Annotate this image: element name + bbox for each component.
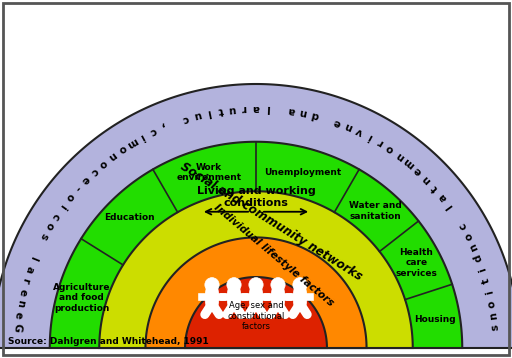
Text: i: i [478, 266, 488, 272]
Text: i: i [138, 131, 146, 142]
Text: s: s [37, 232, 49, 242]
Text: n: n [394, 150, 406, 162]
Polygon shape [50, 142, 462, 348]
Text: a: a [252, 103, 260, 113]
Text: a: a [287, 105, 296, 116]
Text: c: c [88, 165, 99, 177]
Text: l: l [28, 255, 39, 262]
Text: o: o [63, 191, 76, 203]
Text: i: i [57, 202, 67, 211]
Text: o: o [97, 157, 109, 169]
Text: l: l [206, 107, 211, 118]
Text: r: r [20, 277, 31, 284]
Text: e: e [17, 287, 28, 296]
Text: Individual lifestyle factors: Individual lifestyle factors [212, 203, 336, 308]
Polygon shape [0, 84, 512, 348]
Text: u: u [193, 110, 202, 121]
Text: m: m [402, 156, 417, 170]
Text: Social and community networks: Social and community networks [178, 160, 364, 283]
Text: d: d [310, 110, 319, 121]
Circle shape [249, 277, 263, 292]
Circle shape [227, 277, 241, 292]
Text: u: u [228, 104, 237, 115]
Text: o: o [116, 143, 127, 155]
Text: s: s [490, 324, 500, 330]
Text: n: n [343, 120, 354, 132]
Text: t: t [217, 105, 224, 116]
Text: Work
environment: Work environment [177, 163, 242, 182]
Text: i: i [366, 131, 374, 142]
Text: o: o [486, 299, 498, 308]
Text: Source: Dahlgren and Whitehead, 1991: Source: Dahlgren and Whitehead, 1991 [8, 337, 209, 346]
Text: Education: Education [104, 213, 155, 222]
Text: d: d [473, 253, 485, 263]
Polygon shape [145, 237, 367, 348]
Text: G: G [11, 323, 22, 332]
Text: o: o [43, 221, 55, 232]
Text: n: n [14, 299, 26, 308]
Text: v: v [354, 125, 365, 137]
Text: n: n [468, 242, 480, 253]
Text: l: l [266, 103, 270, 113]
Circle shape [271, 277, 285, 292]
Text: Health
care
services: Health care services [395, 248, 437, 278]
Text: c: c [147, 125, 158, 137]
Circle shape [293, 277, 307, 292]
Text: l: l [445, 202, 455, 211]
Text: e: e [13, 311, 24, 319]
Text: n: n [298, 107, 308, 118]
Text: n: n [421, 173, 433, 185]
Text: o: o [462, 231, 475, 242]
Text: e: e [412, 165, 424, 177]
Text: e: e [332, 116, 343, 128]
Text: ,: , [160, 121, 167, 132]
Text: Housing: Housing [414, 315, 456, 324]
Text: a: a [23, 264, 35, 274]
Text: Living and working
conditions: Living and working conditions [197, 186, 315, 208]
Text: a: a [437, 191, 449, 203]
Text: r: r [375, 137, 385, 148]
Text: e: e [79, 173, 91, 185]
Text: n: n [488, 311, 499, 320]
Text: t: t [481, 277, 492, 284]
Text: Unemployment: Unemployment [264, 168, 342, 177]
Text: c: c [457, 221, 469, 231]
Text: r: r [241, 103, 247, 113]
Polygon shape [185, 277, 327, 348]
Text: c: c [181, 113, 190, 124]
Text: t: t [430, 183, 440, 193]
Text: -: - [72, 183, 82, 193]
Text: Agriculture
and food
production: Agriculture and food production [53, 283, 110, 313]
Text: m: m [124, 135, 139, 150]
Text: i: i [484, 289, 495, 295]
Text: Water and
sanitation: Water and sanitation [349, 201, 401, 221]
Text: c: c [50, 211, 61, 221]
Text: Age, sex and
constitutional
factors: Age, sex and constitutional factors [227, 301, 285, 331]
Text: o: o [385, 143, 396, 155]
Text: n: n [106, 150, 118, 162]
Polygon shape [99, 191, 413, 348]
Circle shape [205, 277, 219, 292]
